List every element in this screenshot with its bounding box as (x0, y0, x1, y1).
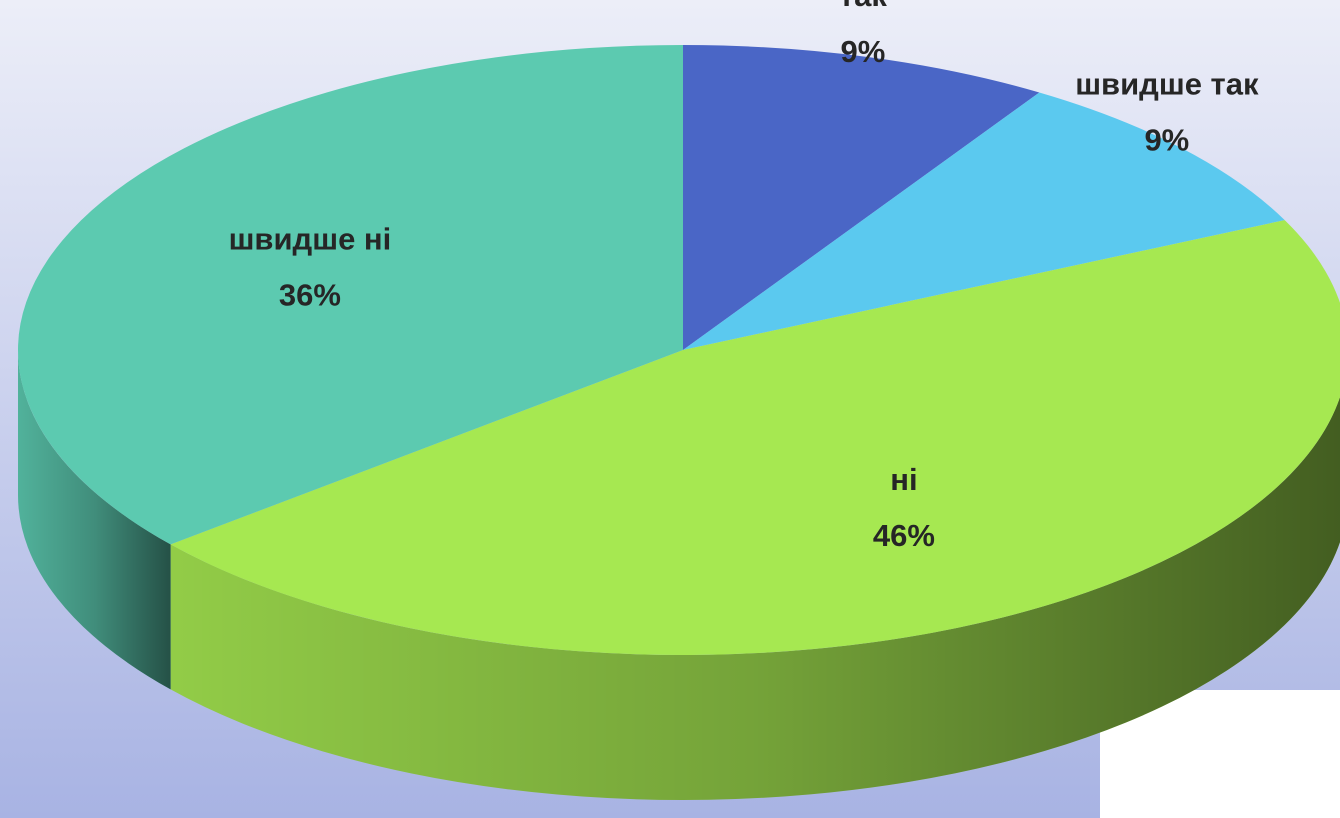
category-label: швидше так (1075, 67, 1259, 102)
category-label: швидше ні (229, 222, 392, 257)
data-labels: так 9% швидше так 9% ні 46% швидше ні 36% (229, 0, 1259, 553)
value-label: 36% (279, 278, 341, 313)
pie-tops (18, 45, 1340, 655)
value-label: 9% (841, 34, 886, 69)
category-label: так (839, 0, 887, 13)
side-shade (170, 397, 1340, 800)
pie-slice (18, 45, 684, 545)
category-label: ні (890, 462, 917, 497)
pie-sides (18, 350, 1340, 800)
value-label: 46% (873, 518, 935, 553)
side-shade (18, 350, 171, 690)
pie-slice (683, 92, 1285, 350)
value-label: 9% (1144, 123, 1189, 158)
pie-slice (683, 45, 1040, 350)
pie-slice (170, 220, 1340, 655)
